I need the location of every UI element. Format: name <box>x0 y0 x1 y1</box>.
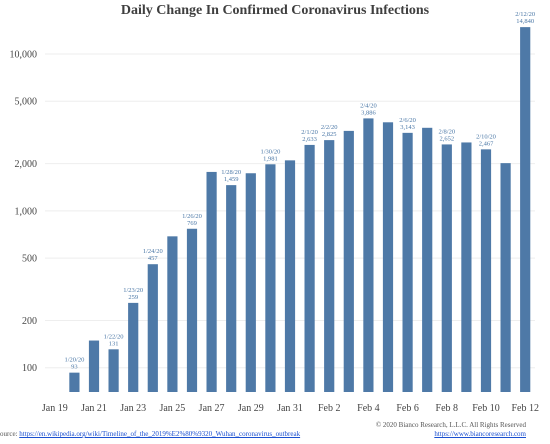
data-label-date: 1/26/20 <box>182 213 202 220</box>
data-label-value: 14,840 <box>516 18 534 25</box>
bar <box>226 185 237 392</box>
bar <box>520 27 531 392</box>
bar <box>167 236 178 392</box>
data-label-value: 259 <box>128 294 138 301</box>
bar <box>186 228 198 392</box>
copyright-notice: © 2020 Bianco Research, L.L.C. All Right… <box>375 421 526 429</box>
data-label-date: 2/12/20 <box>515 11 535 18</box>
x-tick-label: Jan 23 <box>120 403 146 414</box>
data-label-value: 457 <box>148 255 159 262</box>
data-label-date: 1/22/20 <box>104 333 124 340</box>
y-tick-label: 500 <box>22 254 37 265</box>
x-tick-label: Feb 6 <box>396 403 419 414</box>
data-label-date: 2/8/20 <box>438 128 455 135</box>
bar <box>304 144 315 392</box>
data-label-date: 2/6/20 <box>399 117 416 124</box>
bar <box>108 349 119 392</box>
chart-title: Daily Change In Confirmed Coronavirus In… <box>120 3 430 18</box>
bar <box>88 340 100 392</box>
bar <box>500 163 511 392</box>
source-link[interactable]: https://en.wikipedia.org/wiki/Timeline_o… <box>19 430 301 438</box>
bar <box>363 118 374 393</box>
x-tick-label: Feb 4 <box>357 403 380 414</box>
bar <box>245 173 256 392</box>
bar <box>128 302 139 392</box>
data-label-date: 1/23/20 <box>123 287 143 294</box>
y-tick-label: 100 <box>22 363 37 374</box>
data-label-date: 2/10/20 <box>476 133 496 140</box>
data-label-date: 2/1/20 <box>301 129 318 136</box>
data-label-value: 1,981 <box>263 155 278 162</box>
bar-series <box>69 27 531 393</box>
data-label-value: 1,459 <box>224 176 239 183</box>
bar <box>284 160 296 392</box>
data-label-value: 131 <box>109 340 119 347</box>
bar <box>382 122 394 393</box>
x-tick-label: Jan 19 <box>42 403 68 414</box>
data-label-value: 3,143 <box>400 124 415 131</box>
bar <box>480 149 492 392</box>
y-tick-label: 10,000 <box>10 50 38 61</box>
data-label-date: 1/28/20 <box>221 169 241 176</box>
bar <box>324 140 335 392</box>
x-tick-label: Jan 29 <box>238 403 264 414</box>
y-tick-label: 1,000 <box>15 206 38 217</box>
y-tick-label: 2,000 <box>15 159 38 170</box>
x-axis: Jan 19 Jan 21 Jan 23 Jan 25 Jan 27 Jan 29 Jan … <box>42 403 539 414</box>
bar <box>402 132 413 392</box>
x-tick-label: Feb 10 <box>472 403 500 414</box>
data-label-value: 2,825 <box>322 131 337 138</box>
bar <box>461 142 472 392</box>
source-note: ource: https://en.wikipedia.org/wiki/Tim… <box>0 430 300 438</box>
data-label-value: 769 <box>187 220 197 227</box>
bar <box>265 164 276 392</box>
bar <box>343 130 354 392</box>
bar <box>206 171 217 392</box>
bar <box>422 127 433 393</box>
y-tick-label: 5,000 <box>15 97 38 108</box>
x-tick-label: Jan 27 <box>199 403 225 414</box>
data-label-value: 2,467 <box>479 140 494 147</box>
x-tick-label: Feb 12 <box>511 403 539 414</box>
x-tick-label: Jan 21 <box>81 403 107 414</box>
data-label-date: 1/30/20 <box>260 148 280 155</box>
data-label-date: 1/24/20 <box>143 248 163 255</box>
x-tick-label: Feb 8 <box>436 403 459 414</box>
bar <box>441 144 452 392</box>
bar <box>147 264 158 392</box>
x-tick-label: Jan 25 <box>159 403 185 414</box>
data-label-value: 93 <box>71 364 78 371</box>
website-link[interactable]: https://www.biancoresearch.com <box>434 430 526 438</box>
data-label-date: 2/2/20 <box>321 124 338 131</box>
x-tick-label: Jan 31 <box>277 403 303 414</box>
data-label-date: 2/4/20 <box>360 102 377 109</box>
bar <box>69 372 80 392</box>
y-tick-label: 200 <box>22 316 37 327</box>
data-label-date: 1/20/20 <box>64 357 84 364</box>
data-label-value: 2,652 <box>439 135 454 142</box>
data-label-value: 3,886 <box>361 109 376 116</box>
x-tick-label: Feb 2 <box>318 403 341 414</box>
data-label-value: 2,633 <box>302 136 317 143</box>
y-axis: 100 200 500 1,000 2,000 5,000 10,000 <box>10 50 38 375</box>
source-prefix: ource: <box>0 430 20 438</box>
